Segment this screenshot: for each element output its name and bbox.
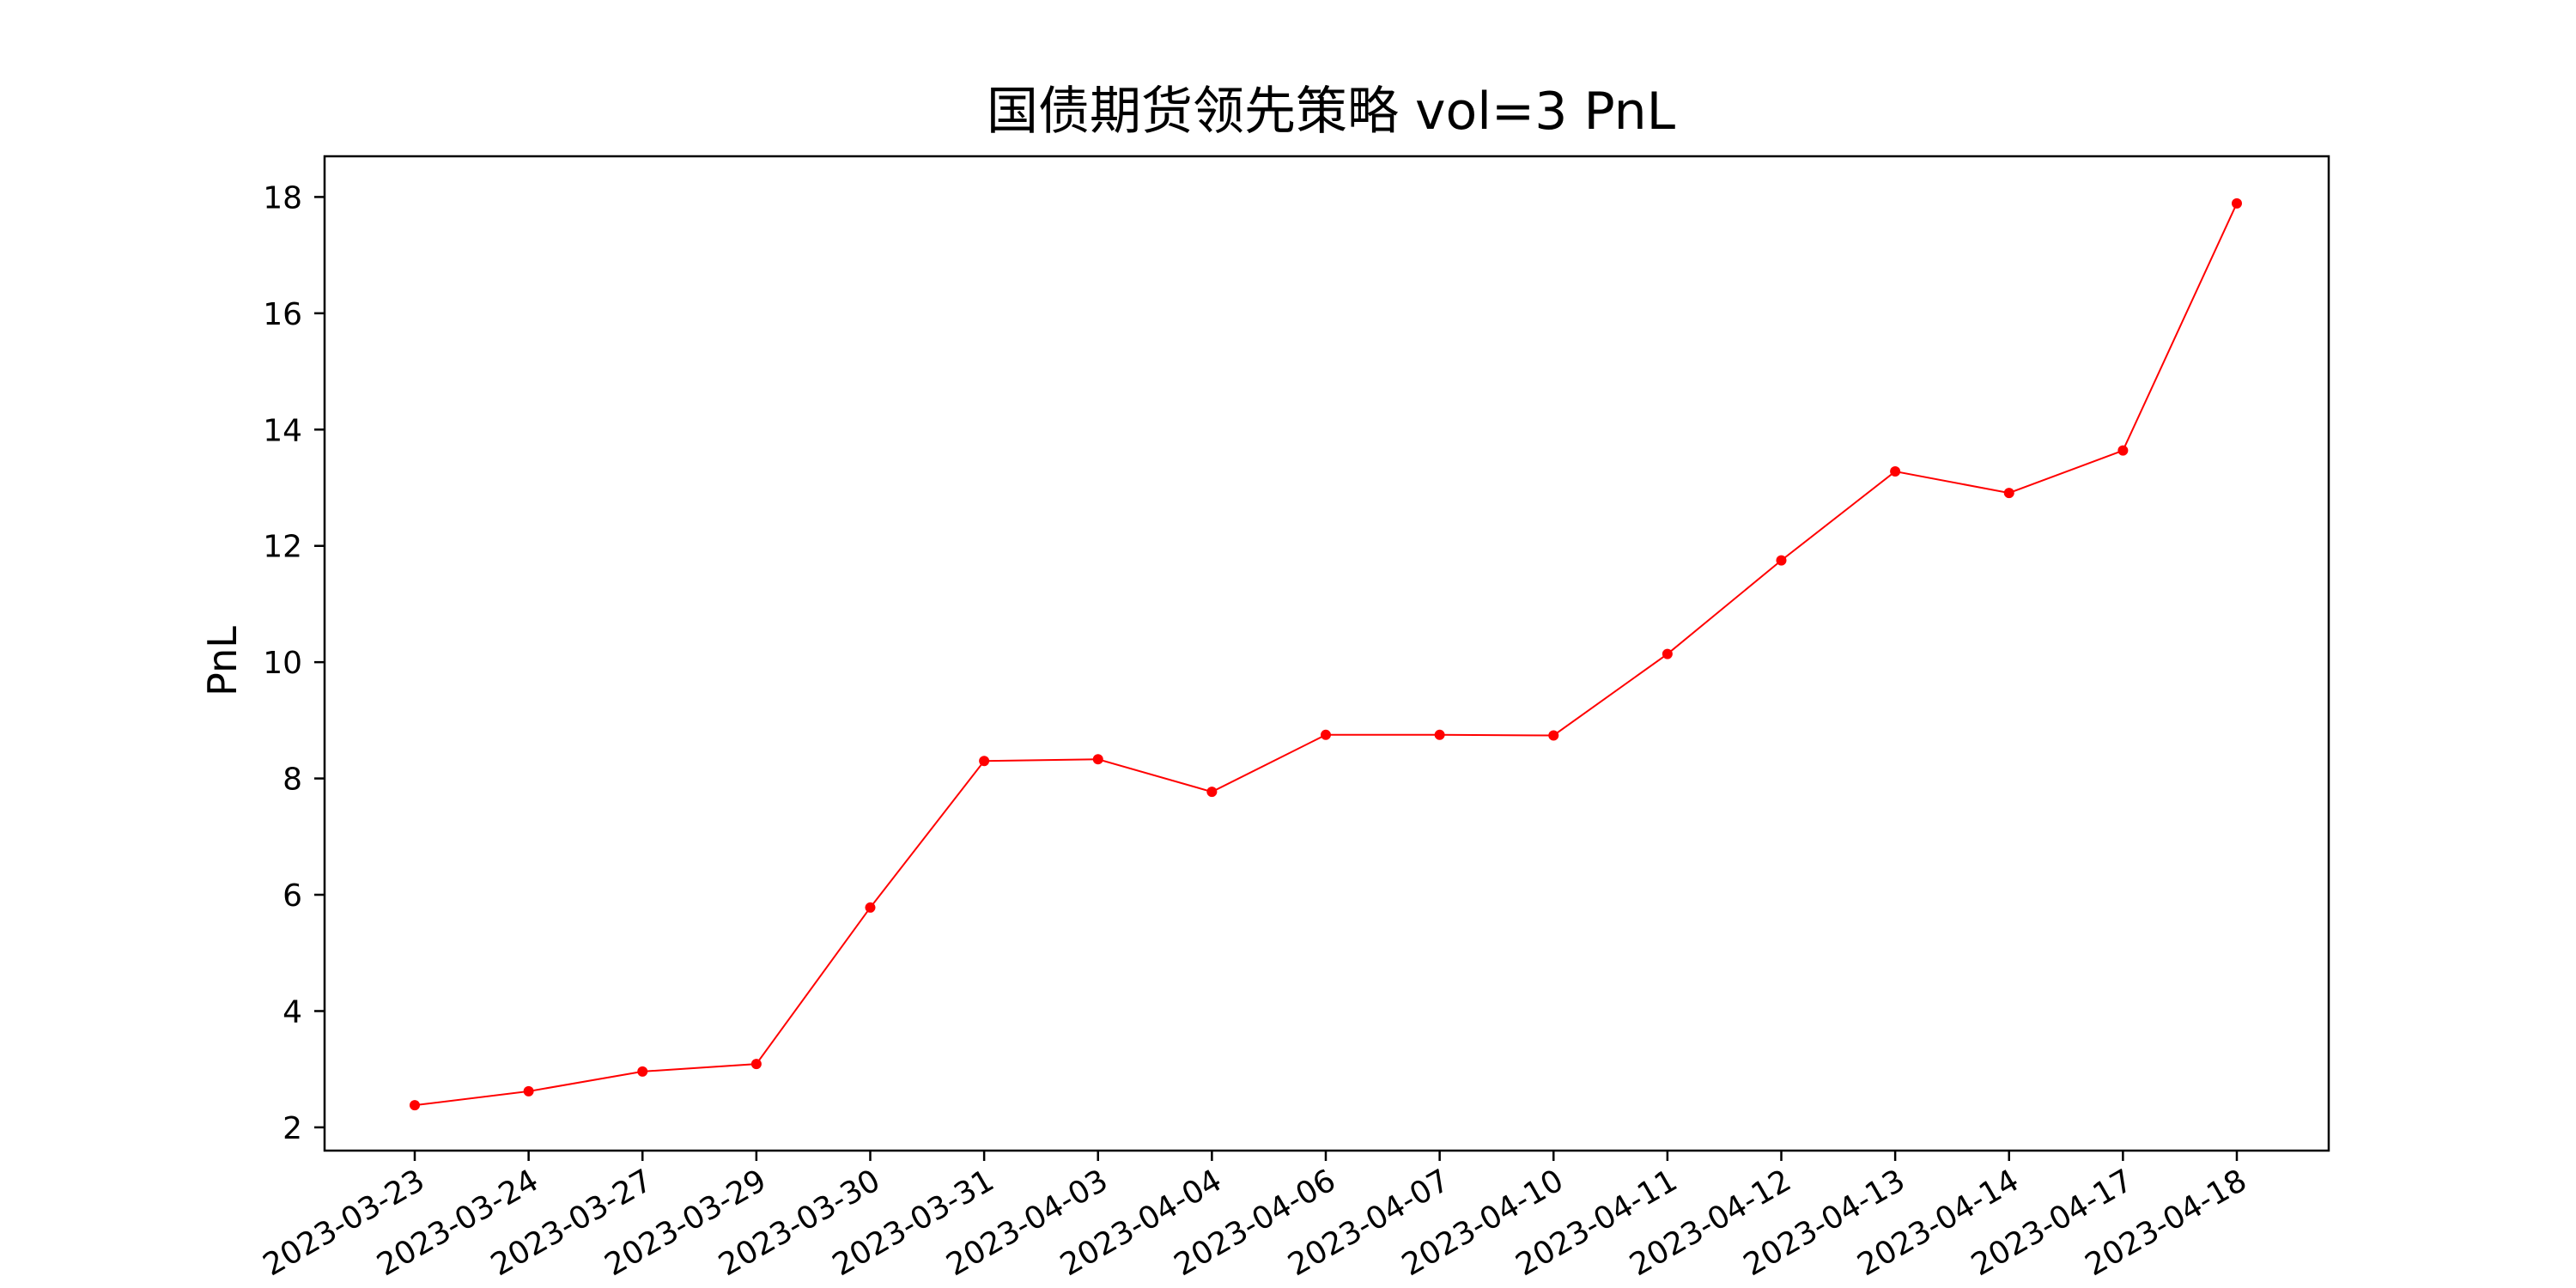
y-tick-label: 12 (263, 530, 302, 565)
plot-area-frame (323, 155, 2330, 1152)
data-point (1890, 466, 1901, 477)
series-line (414, 203, 2238, 1107)
y-tick-label: 18 (263, 180, 302, 216)
data-point (1776, 555, 1787, 566)
data-point (750, 1059, 762, 1070)
data-point (1662, 648, 1673, 659)
data-point (1434, 729, 1445, 740)
y-axis-label: PnL (199, 626, 246, 696)
chart-title: 国债期货领先策略 vol=3 PnL (987, 82, 1676, 142)
x-axis: 2023-03-232023-03-242023-03-272023-03-29… (258, 1151, 2253, 1283)
data-point (865, 902, 876, 913)
y-tick-label: 8 (283, 762, 302, 798)
y-tick-label: 2 (283, 1111, 302, 1146)
data-point (410, 1100, 420, 1111)
data-point (1548, 730, 1559, 741)
data-point (1321, 729, 1331, 740)
data-point (2003, 488, 2014, 499)
y-tick-label: 14 (263, 413, 302, 448)
data-point (637, 1066, 648, 1077)
y-tick-label: 16 (263, 297, 302, 332)
data-point (2232, 197, 2242, 209)
y-axis: 2 4 6 8 10 12 14 16 18 (263, 180, 325, 1146)
data-point (1206, 787, 1218, 798)
data-point (523, 1085, 534, 1097)
y-tick-label: 6 (283, 878, 302, 914)
data-point (2117, 445, 2129, 456)
y-tick-label: 10 (263, 646, 302, 681)
y-tick-label: 4 (283, 994, 302, 1030)
data-point (1092, 754, 1103, 765)
data-point (979, 756, 990, 767)
series-layer (410, 197, 2242, 1111)
